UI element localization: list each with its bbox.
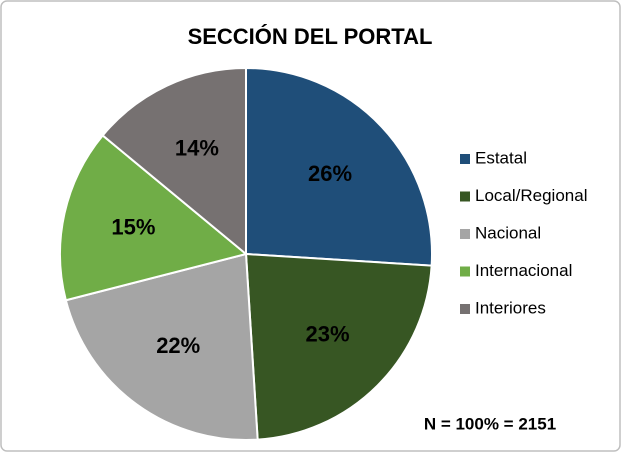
pie-slice	[59, 134, 249, 302]
legend-marker	[460, 229, 470, 239]
legend-marker	[460, 266, 470, 277]
pie-slice	[64, 252, 259, 441]
legend-label: Nacional	[475, 223, 541, 242]
data-label: 14%	[175, 135, 219, 160]
data-label: 23%	[306, 321, 350, 346]
pie-slice	[245, 66, 433, 267]
legend-marker	[460, 191, 470, 202]
legend-marker	[460, 304, 470, 314]
data-label: 26%	[308, 161, 352, 186]
annotation: N = 100% = 2151	[424, 414, 556, 433]
legend-label: Interiores	[475, 298, 546, 317]
data-label: 15%	[111, 215, 155, 240]
data-label: 22%	[156, 333, 200, 358]
pie-slice	[244, 252, 433, 441]
pie-slice	[101, 66, 247, 257]
legend-marker	[460, 154, 470, 164]
legend-label: Local/Regional	[475, 186, 587, 205]
chart-title: SECCIÓN DEL PORTAL	[188, 24, 433, 49]
legend-label: Internacional	[475, 261, 572, 280]
legend-label: Estatal	[475, 148, 527, 167]
